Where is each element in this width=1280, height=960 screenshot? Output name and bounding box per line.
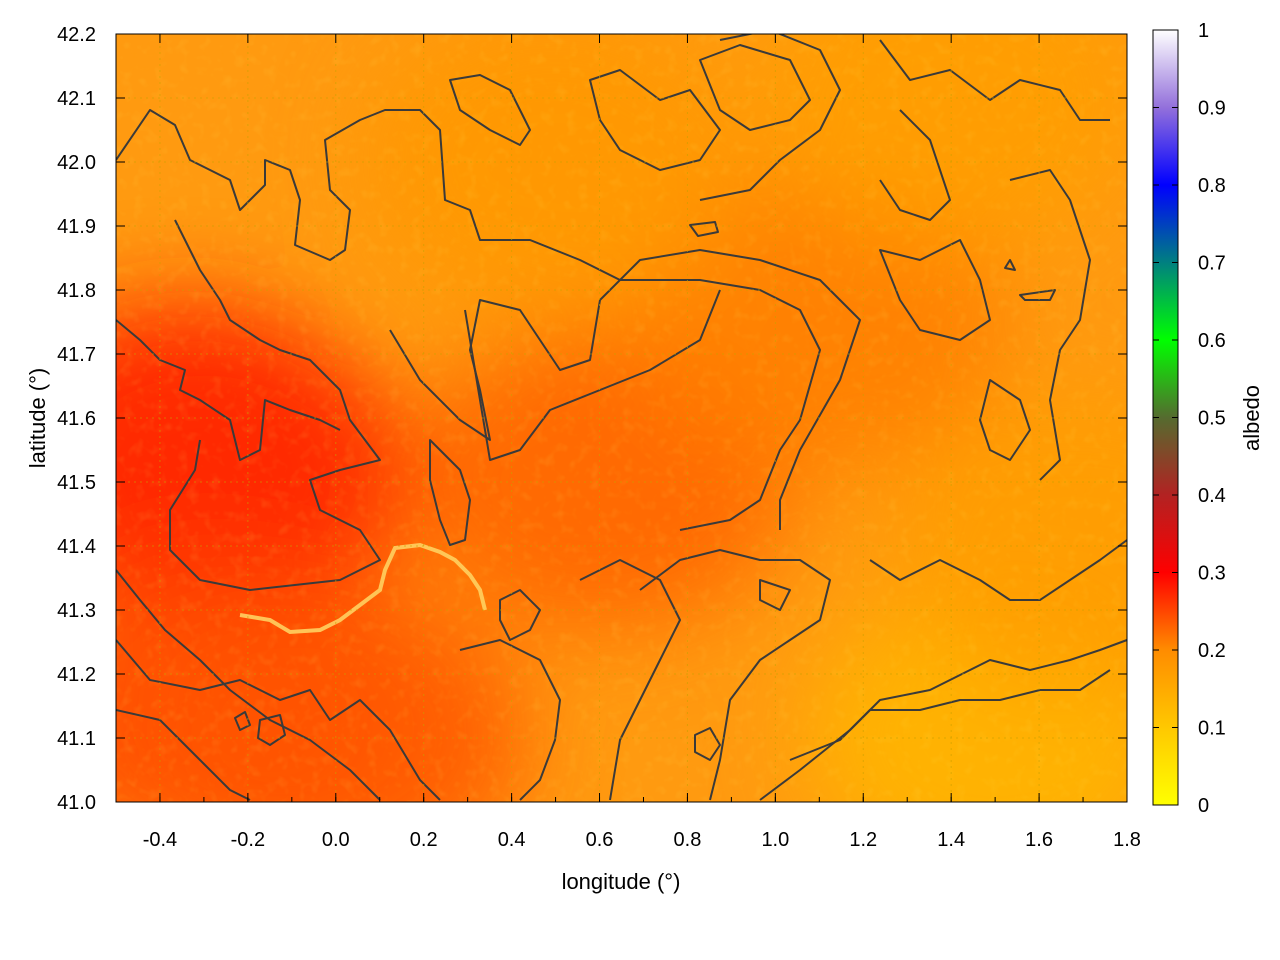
contour-line bbox=[116, 709, 251, 801]
colorbar-tick-label: 0.4 bbox=[1198, 485, 1226, 507]
contour-line bbox=[579, 559, 681, 801]
y-axis-title: latitude (°) bbox=[25, 368, 50, 469]
contour-line bbox=[459, 639, 561, 801]
contour-line bbox=[169, 219, 381, 591]
contour-line bbox=[699, 44, 811, 131]
contour-line bbox=[869, 539, 1127, 601]
x-tick-label: 1.2 bbox=[849, 829, 877, 851]
colorbar-tick-label: 0.8 bbox=[1198, 175, 1226, 197]
contour-line bbox=[699, 34, 841, 201]
heatmap-plot-area bbox=[116, 34, 1127, 802]
x-tick-label: 0.4 bbox=[498, 829, 526, 851]
y-tick-label: 41.1 bbox=[57, 728, 96, 750]
x-tick-label: 1.6 bbox=[1025, 829, 1053, 851]
contour-line bbox=[1004, 259, 1016, 271]
colorbar-ticks: 0 0.1 0.2 0.3 0.4 0.5 0.6 0.7 0.8 0.9 1 bbox=[1153, 20, 1226, 817]
colorbar-tick-label: 0.5 bbox=[1198, 408, 1226, 430]
y-tick-label: 41.4 bbox=[57, 536, 96, 558]
contour-line bbox=[589, 69, 721, 171]
contour-line bbox=[1009, 169, 1091, 481]
contour-line bbox=[879, 39, 1110, 121]
colorbar-tick-label: 0 bbox=[1198, 795, 1209, 817]
contour-line bbox=[449, 74, 531, 146]
y-tick-label: 41.5 bbox=[57, 472, 96, 494]
contour-line bbox=[879, 239, 991, 341]
x-tick-label: 1.8 bbox=[1113, 829, 1141, 851]
colorbar-tick-label: 1 bbox=[1198, 20, 1209, 42]
contour-line bbox=[639, 549, 831, 801]
x-tick-label: -0.2 bbox=[231, 829, 265, 851]
y-tick-label: 41.8 bbox=[57, 280, 96, 302]
contour-line bbox=[689, 221, 719, 237]
contour-line bbox=[116, 569, 381, 801]
colorbar-tick-label: 0.2 bbox=[1198, 640, 1226, 662]
x-tick-label: -0.4 bbox=[143, 829, 177, 851]
contour-line bbox=[389, 249, 861, 530]
contour-line bbox=[116, 109, 821, 531]
colorbar-tick-label: 0.1 bbox=[1198, 718, 1226, 740]
y-tick-label: 41.3 bbox=[57, 600, 96, 622]
contour-line bbox=[257, 714, 286, 746]
x-tick-label: 0.2 bbox=[410, 829, 438, 851]
contour-line bbox=[116, 639, 441, 801]
contour-line bbox=[789, 669, 1111, 761]
x-tick-label: 0.0 bbox=[322, 829, 350, 851]
x-axis: -0.4 -0.2 0.0 0.2 0.4 0.6 0.8 1.0 1.2 1.4 1.6 1.8 bbox=[115, 34, 1141, 851]
y-tick-label: 42.0 bbox=[57, 152, 96, 174]
contour-line bbox=[429, 439, 471, 546]
colorbar-tick-label: 0.9 bbox=[1198, 98, 1226, 120]
x-axis-title: longitude (°) bbox=[562, 869, 681, 894]
grid-lines bbox=[116, 34, 1127, 802]
y-tick-label: 41.6 bbox=[57, 408, 96, 430]
x-tick-label: 1.0 bbox=[761, 829, 789, 851]
contour-lines bbox=[116, 34, 1127, 801]
contour-line bbox=[1019, 289, 1056, 301]
contour-line bbox=[759, 639, 1127, 801]
y-tick-label: 41.0 bbox=[57, 792, 96, 814]
colorbar: 0 0.1 0.2 0.3 0.4 0.5 0.6 0.7 0.8 0.9 1 albedo bbox=[1152, 20, 1264, 817]
colorbar-tick-label: 0.7 bbox=[1198, 253, 1226, 275]
x-tick-label: 1.4 bbox=[937, 829, 965, 851]
x-tick-label: 0.8 bbox=[674, 829, 702, 851]
y-tick-label: 41.9 bbox=[57, 216, 96, 238]
contour-line bbox=[879, 109, 951, 221]
y-tick-label: 42.2 bbox=[57, 24, 96, 46]
contour-line bbox=[499, 589, 541, 641]
colorbar-tick-label: 0.3 bbox=[1198, 563, 1226, 585]
contour-line bbox=[759, 579, 791, 611]
y-tick-label: 42.1 bbox=[57, 88, 96, 110]
contour-line bbox=[234, 711, 251, 731]
colorbar-title: albedo bbox=[1239, 385, 1264, 451]
contour-line bbox=[979, 379, 1031, 461]
contour-line bbox=[464, 289, 721, 461]
y-axis: 41.0 41.1 41.2 41.3 41.4 41.5 41.6 41.7 41.8 41.9… bbox=[57, 24, 1127, 814]
contour-line bbox=[694, 727, 721, 761]
y-tick-label: 41.7 bbox=[57, 344, 96, 366]
y-tick-label: 41.2 bbox=[57, 664, 96, 686]
colorbar-tick-label: 0.6 bbox=[1198, 330, 1226, 352]
river-trace bbox=[239, 542, 487, 635]
x-tick-label: 0.6 bbox=[586, 829, 614, 851]
